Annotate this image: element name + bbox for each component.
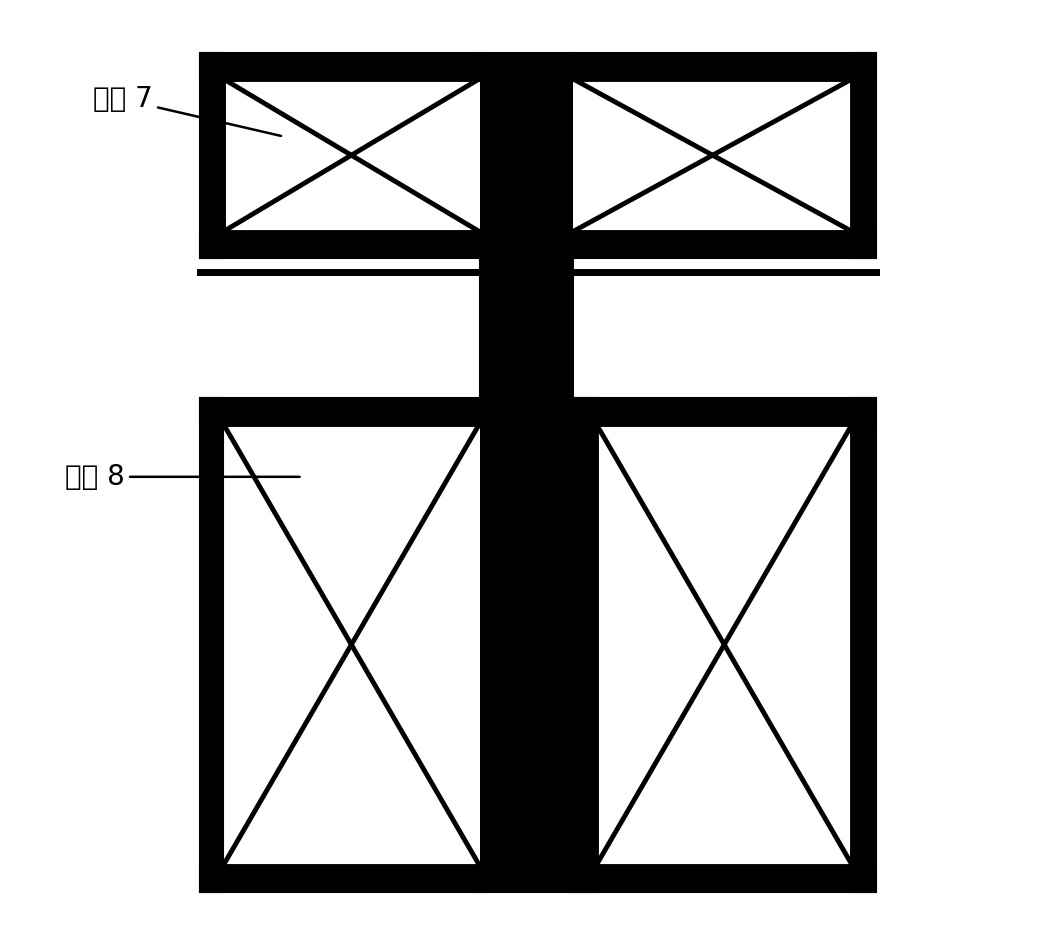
Bar — [573, 397, 597, 892]
Bar — [573, 397, 876, 892]
Bar — [480, 52, 573, 892]
Bar — [573, 79, 852, 232]
Bar — [200, 397, 480, 424]
Bar — [573, 397, 876, 424]
Bar — [573, 52, 876, 258]
Text: 线圈 8: 线圈 8 — [65, 463, 299, 491]
Bar — [200, 866, 480, 892]
Bar — [200, 52, 223, 258]
Bar — [200, 52, 480, 258]
Bar — [200, 397, 480, 892]
Bar — [573, 866, 876, 892]
Bar — [597, 424, 852, 866]
Text: 线圈 7: 线圈 7 — [93, 85, 281, 136]
Bar — [573, 232, 876, 258]
Bar — [200, 397, 223, 892]
Bar — [200, 232, 480, 258]
Bar — [480, 52, 573, 892]
Bar — [200, 52, 480, 79]
Bar — [223, 79, 480, 232]
Bar — [573, 52, 876, 79]
Bar — [852, 397, 876, 892]
Bar — [223, 424, 480, 866]
Bar — [852, 52, 876, 258]
